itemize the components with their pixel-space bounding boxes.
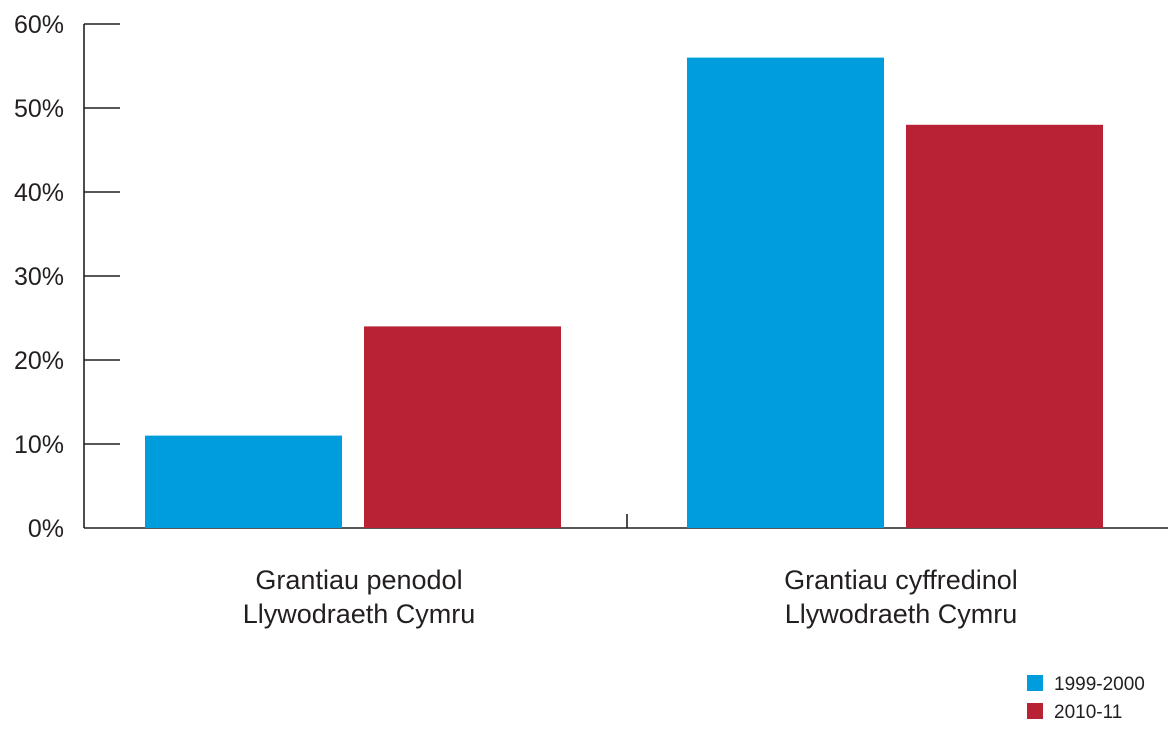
bar	[145, 435, 342, 528]
y-tick-label: 20%	[14, 347, 64, 375]
legend-label: 2010-11	[1054, 702, 1122, 723]
y-tick-label: 10%	[14, 431, 64, 459]
category-label: Grantiau penodol	[255, 565, 462, 595]
category-label: Llywodraeth Cymru	[785, 599, 1018, 629]
y-tick-label: 0%	[28, 515, 64, 543]
category-label: Llywodraeth Cymru	[243, 599, 476, 629]
category-labels: Grantiau penodol Llywodraeth Cymru Grantia…	[243, 565, 1018, 629]
y-tick-label: 30%	[14, 263, 64, 291]
y-tick-label: 60%	[14, 11, 64, 39]
y-tick-label: 50%	[14, 95, 64, 123]
bar	[687, 57, 884, 528]
chart-legend: 1999-2000 2010-11	[1027, 674, 1145, 723]
legend-swatch	[1027, 675, 1043, 691]
bar	[364, 326, 561, 528]
legend-label: 1999-2000	[1054, 674, 1145, 695]
y-tick-label: 40%	[14, 179, 64, 207]
legend-swatch	[1027, 703, 1043, 719]
category-label: Grantiau cyffredinol	[784, 565, 1018, 595]
bar	[906, 124, 1103, 529]
chart-bars	[145, 57, 1103, 529]
